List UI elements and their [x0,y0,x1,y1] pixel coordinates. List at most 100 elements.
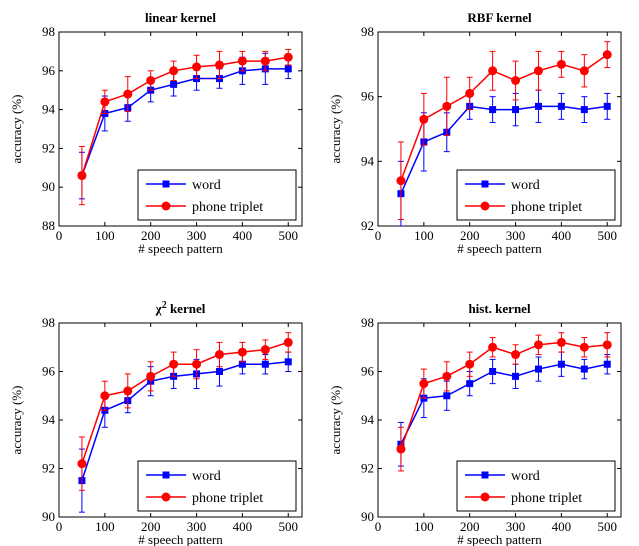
x-axis-label: # speech pattern [138,241,223,256]
plot-frame [377,31,622,227]
data-point [123,89,133,99]
data-point [511,350,521,360]
legend-marker [162,471,170,479]
x-tick-label: 400 [233,519,253,534]
legend-marker [480,492,490,502]
data-point [533,340,543,350]
legend-marker [480,201,490,211]
y-tick-label: 96 [42,63,56,78]
chart-title: linear kernel [145,10,216,25]
data-point [284,358,292,366]
data-point [534,102,542,110]
x-axis-label: # speech pattern [138,532,223,546]
data-point [238,360,246,368]
legend-label: word [511,178,540,193]
chart-panel-0: 0 100 200 300 400 500 88 90 92 94 96 98 linear kerne… [9,10,303,256]
data-point [192,62,202,72]
data-point [442,101,452,111]
data-point [489,106,497,114]
x-axis-label: # speech pattern [457,241,542,256]
series-0 [397,351,611,467]
data-point [396,176,406,186]
data-point [533,66,543,76]
x-axis-label: # speech pattern [457,532,542,546]
data-point [488,66,498,76]
chart-title: RBF kernel [467,10,532,25]
data-point [489,368,497,375]
data-point [534,365,542,373]
chart-title: χ2 kernel [155,300,206,316]
x-tick-label: 400 [233,228,253,243]
x-tick-label: 500 [597,519,617,534]
y-tick-label: 88 [42,218,55,233]
data-point [602,50,612,60]
y-tick-label: 92 [361,218,374,233]
y-tick-label: 96 [42,364,56,379]
data-point [100,391,110,401]
series-1 [77,332,293,491]
data-point [512,106,520,114]
y-axis-label: accuracy (%) [9,386,24,455]
y-tick-label: 90 [361,509,374,524]
data-point [557,360,565,368]
series-line [81,68,289,176]
legend-box [137,169,297,221]
legend-marker [481,180,489,188]
data-point [465,359,475,369]
y-tick-label: 98 [361,315,374,330]
data-point [77,459,87,469]
data-point [283,52,293,62]
y-tick-label: 98 [361,24,374,39]
series-line [400,341,608,450]
y-tick-label: 94 [361,153,375,168]
data-point [488,342,498,352]
x-tick-label: 200 [141,228,161,243]
data-point [580,365,588,373]
series-line [81,341,289,464]
y-axis-label: accuracy (%) [9,95,24,164]
y-tick-label: 96 [361,89,375,104]
x-tick-label: 0 [375,228,382,243]
x-tick-label: 500 [278,228,298,243]
series-line [400,363,608,445]
chart-title: hist. kernel [468,301,531,316]
data-point [237,56,247,66]
x-tick-label: 0 [56,228,63,243]
legend-box [137,460,297,512]
legend-box [456,460,616,512]
data-point [443,392,451,400]
data-point [237,347,247,357]
x-tick-label: 100 [95,519,115,534]
x-tick-label: 500 [278,519,298,534]
y-tick-label: 96 [361,364,375,379]
y-tick-label: 94 [42,102,56,117]
data-point [146,76,156,85]
legend: word phone triplet [456,169,616,221]
data-point [77,171,87,181]
data-point [419,379,429,389]
x-tick-label: 0 [56,519,63,534]
chart-panel-3: 0 100 200 300 400 500 90 92 94 96 98 hist. kernel # … [328,301,622,546]
series-1 [77,48,293,206]
x-tick-label: 300 [506,228,526,243]
legend-marker [161,492,171,502]
data-point [556,337,566,347]
legend-label: phone triplet [192,200,263,215]
data-point [579,342,589,352]
data-point [579,66,589,76]
series-line [81,56,289,176]
x-tick-label: 100 [95,228,115,243]
y-tick-label: 92 [361,461,374,476]
data-point [260,56,270,66]
data-area [77,48,293,206]
chart-panel-1: 0 100 200 300 400 500 92 94 96 98 RBF kernel # spee… [328,10,622,256]
x-tick-label: 100 [414,519,434,534]
data-point [214,350,224,360]
y-tick-label: 92 [42,461,55,476]
data-point [557,102,565,110]
legend-label: phone triplet [511,200,582,215]
x-tick-label: 300 [506,519,526,534]
y-axis-label: accuracy (%) [328,95,343,164]
x-tick-label: 300 [187,228,207,243]
chart-panel-2: 0 100 200 300 400 500 90 92 94 96 98 χ2 kernel # spe… [9,300,303,546]
